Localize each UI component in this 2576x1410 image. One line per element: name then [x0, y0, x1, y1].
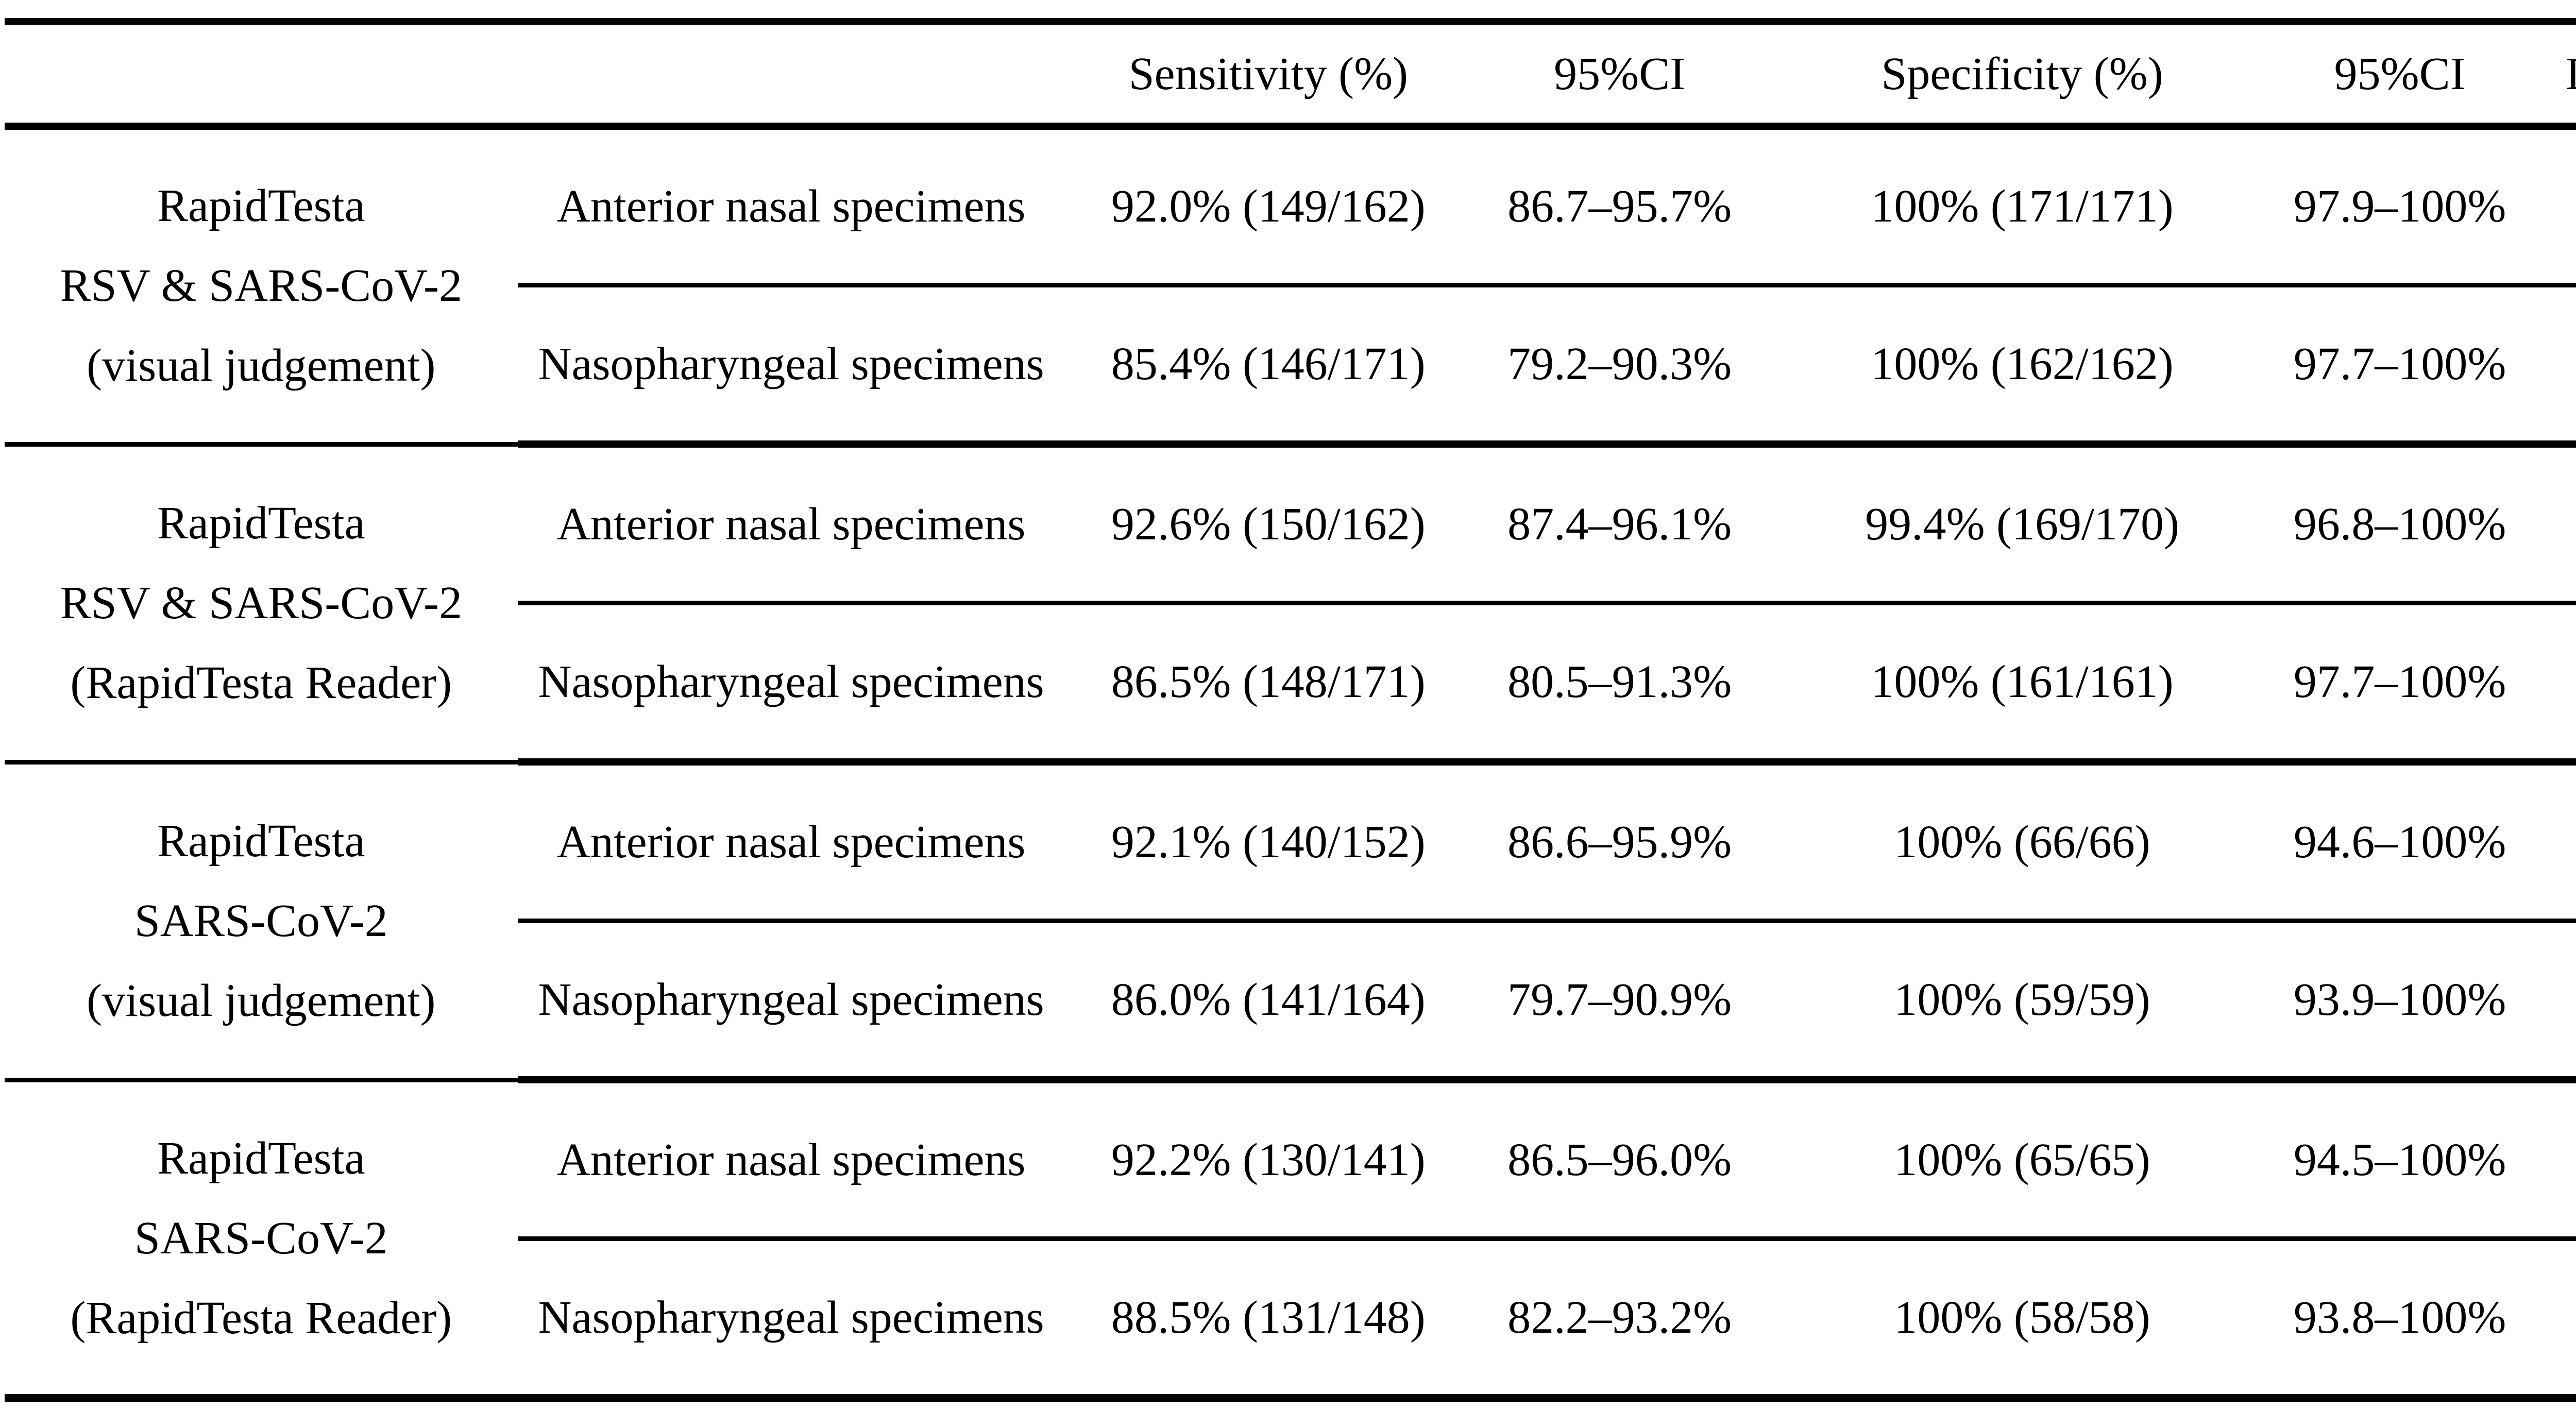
group-label-line: RSV & SARS-CoV-2 [60, 577, 462, 628]
sensitivity-ci-cell: 79.2–90.3% [1472, 285, 1768, 448]
group-label-line: SARS-CoV-2 [134, 1212, 388, 1264]
specificity-cell: 100% (58/58) [1894, 1292, 2150, 1343]
specificity-ci-cell: 97.7–100% [2277, 285, 2523, 448]
detection-limit-cell: 38.4 [2522, 762, 2576, 923]
detection-limit-cell: 39.8 [2522, 126, 2576, 287]
specimen-cell: Anterior nasal specimens [517, 444, 1065, 605]
sensitivity-cell: 92.0% (149/162) [1064, 126, 1472, 287]
specificity-cell: 99.4% (169/170) [1767, 444, 2277, 605]
table-row: RapidTesta RSV & SARS-CoV-2 (RapidTesta … [5, 444, 2576, 765]
table-row: RapidTesta SARS-CoV-2 (visual judgement)… [5, 762, 2576, 1082]
group-label-line: (visual judgement) [87, 340, 436, 392]
diagnostic-performance-table: Sensitivity (%) 95%CI Specificity (%) 95… [5, 18, 2576, 1402]
sensitivity-cell: 92.2% (130/141) [1064, 1080, 1472, 1241]
sensitivity-ci-cell: 86.5–96.0% [1472, 1080, 1768, 1241]
specimen-cell: Anterior nasal specimens [517, 1080, 1065, 1241]
table-row: Nasopharyngeal specimens 86.5% (148/171)… [5, 603, 2576, 766]
table-row: Nasopharyngeal specimens 86.0% (141/164)… [5, 921, 2576, 1083]
group-label-line: (visual judgement) [87, 975, 436, 1026]
sensitivity-ci-cell: 86.7–95.7% [1472, 126, 1768, 287]
header-row: Sensitivity (%) 95%CI Specificity (%) 95… [5, 21, 2576, 130]
specificity-cell: 100% (171/171) [1767, 126, 2277, 287]
header-detection-limit: Detection limit by Ct value [2522, 21, 2576, 130]
group-label-line: RapidTesta [157, 816, 365, 867]
table-row: RapidTesta RSV & SARS-CoV-2 (visual judg… [5, 126, 2576, 447]
specificity-ci-cell: 94.5–100% [2277, 1080, 2523, 1241]
header-specificity: Specificity (%) [1767, 21, 2277, 130]
group-label-line: (RapidTesta Reader) [70, 1292, 452, 1344]
specificity-cell: 100% (162/162) [1767, 285, 2277, 448]
group-label: RapidTesta RSV & SARS-CoV-2 (RapidTesta … [5, 444, 518, 765]
specificity-cell: 100% (59/59) [1767, 921, 2277, 1083]
group-label: RapidTesta RSV & SARS-CoV-2 (visual judg… [5, 126, 518, 447]
sensitivity-ci-cell: 82.2–93.2% [1507, 1292, 1732, 1343]
header-sensitivity-ci: 95%CI [1472, 21, 1768, 130]
group-label: RapidTesta SARS-CoV-2 (visual judgement) [5, 762, 518, 1082]
specificity-ci-cell: 97.7–100% [2277, 603, 2523, 766]
sensitivity-cell: 92.6% (150/162) [1064, 444, 1472, 605]
sensitivity-ci-cell: 87.4–96.1% [1472, 444, 1768, 605]
specificity-ci-cell: 93.8–100% [2293, 1292, 2506, 1343]
specificity-ci-cell: 94.6–100% [2277, 762, 2523, 923]
sensitivity-cell: 92.1% (140/152) [1064, 762, 1472, 923]
specimen-cell: Anterior nasal specimens [517, 126, 1065, 287]
sensitivity-cell: 86.0% (141/164) [1064, 921, 1472, 1083]
specimen-cell: Nasopharyngeal specimens [517, 921, 1065, 1083]
detection-limit-cell: 40.2 [2522, 603, 2576, 766]
detection-limit-cell: 39.9 [2522, 285, 2576, 448]
detection-limit-cell: 39.3 [2522, 921, 2576, 1083]
sensitivity-ci-cell: 86.6–95.9% [1472, 762, 1768, 923]
group-label: RapidTesta SARS-CoV-2 (RapidTesta Reader… [5, 1080, 518, 1400]
sensitivity-ci-cell: 79.7–90.9% [1472, 921, 1768, 1083]
specificity-ci-cell: 93.9–100% [2277, 921, 2523, 1083]
specificity-ci-cell: 97.9–100% [2277, 126, 2523, 287]
specificity-ci-cell: 96.8–100% [2277, 444, 2523, 605]
group-label-line: SARS-CoV-2 [134, 895, 388, 946]
specimen-cell: Nasopharyngeal specimens [517, 603, 1065, 766]
specificity-cell: 100% (66/66) [1767, 762, 2277, 923]
group-label-line: RapidTesta [157, 498, 365, 549]
table-row: Nasopharyngeal specimens 85.4% (146/171)… [5, 285, 2576, 448]
header-empty-specimen [517, 21, 1065, 130]
sensitivity-ci-cell: 80.5–91.3% [1472, 603, 1768, 766]
detection-limit-cell: 37.6 [2522, 1080, 2576, 1241]
specimen-cell: Anterior nasal specimens [517, 762, 1065, 923]
group-label-line: RapidTesta [157, 1132, 365, 1184]
header-specificity-ci: 95%CI [2277, 21, 2523, 130]
specificity-cell: 100% (65/65) [1767, 1080, 2277, 1241]
group-label-line: RapidTesta [157, 180, 365, 232]
table-row: RapidTesta SARS-CoV-2 (RapidTesta Reader… [5, 1080, 2576, 1400]
group-label-line: RSV & SARS-CoV-2 [60, 260, 462, 312]
header-sensitivity: Sensitivity (%) [1064, 21, 1472, 130]
sensitivity-cell: 86.5% (148/171) [1064, 603, 1472, 766]
specificity-cell: 100% (161/161) [1767, 603, 2277, 766]
detection-limit-cell: 38.8 [2522, 1239, 2576, 1398]
specimen-cell: Nasopharyngeal specimens [517, 285, 1065, 448]
sensitivity-cell: 85.4% (146/171) [1064, 285, 1472, 448]
group-label-line: (RapidTesta Reader) [70, 657, 452, 708]
table-row: Nasopharyngeal specimens 88.5% (131/148)… [5, 1239, 2576, 1398]
specimen-cell: Nasopharyngeal specimens [538, 1292, 1044, 1343]
header-empty-assay [5, 21, 518, 130]
detection-limit-cell: 39.8 [2522, 444, 2576, 605]
sensitivity-cell: 88.5% (131/148) [1111, 1292, 1426, 1343]
